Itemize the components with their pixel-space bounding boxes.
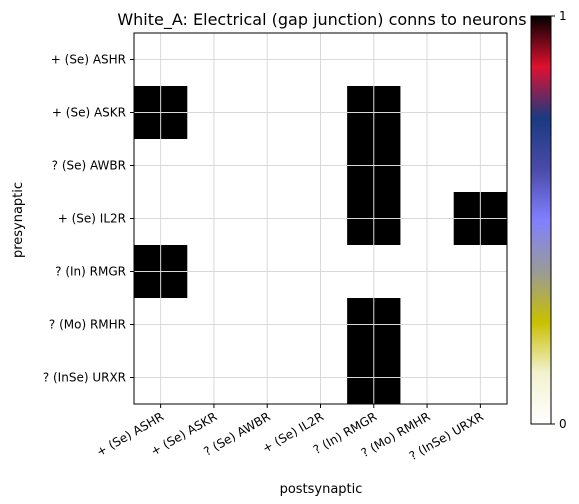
y-tick-label: ? (InSe) URXR — [43, 371, 126, 385]
y-tick-label: + (Se) ASKR — [52, 106, 126, 120]
y-axis-ticks: + (Se) ASHR + (Se) ASKR ? (Se) AWBR + (Se) … — [43, 53, 134, 385]
chart-title: White_A: Electrical (gap junction) conns… — [117, 10, 526, 30]
y-tick-label: + (Se) ASHR — [51, 53, 126, 67]
colorbar-gradient — [530, 15, 552, 425]
colorbar-tick-label: 0 — [559, 417, 567, 431]
y-tick-label: ? (Mo) RMHR — [49, 318, 126, 332]
colorbar: 01 — [530, 9, 567, 431]
y-tick-label: ? (In) RMGR — [55, 265, 126, 279]
y-tick-label: + (Se) IL2R — [58, 212, 126, 226]
x-axis-ticks: + (Se) ASHR+ (Se) ASKR? (Se) AWBR+ (Se) … — [94, 404, 486, 463]
x-axis-label: postsynaptic — [280, 482, 363, 497]
grid-lines — [134, 33, 507, 404]
y-tick-label: ? (Se) AWBR — [52, 159, 126, 173]
colorbar-tick-label: 1 — [559, 9, 567, 23]
y-axis-label: presynaptic — [11, 182, 26, 258]
